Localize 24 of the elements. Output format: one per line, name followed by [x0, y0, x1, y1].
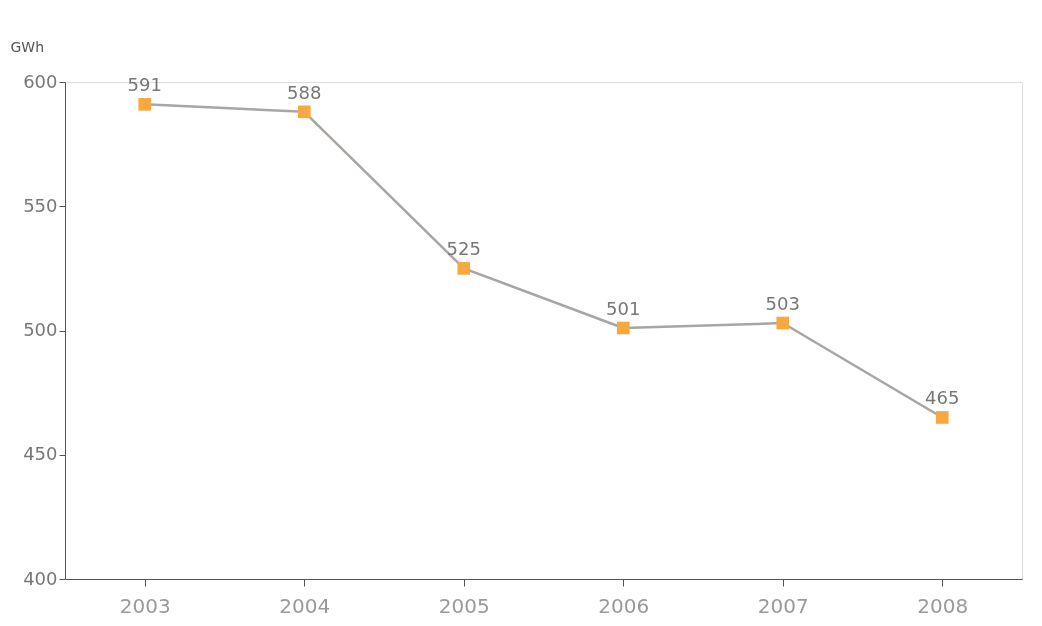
- data-label: 525: [446, 238, 481, 260]
- data-label: 465: [925, 387, 960, 409]
- y-tick-label: 550: [23, 194, 58, 216]
- x-tick-label: 2006: [598, 593, 650, 618]
- point: [457, 262, 471, 275]
- y-axis-title: GWh: [10, 38, 45, 55]
- x-tick-label: 2007: [757, 593, 809, 618]
- x-tick-label: 2003: [119, 593, 171, 618]
- data-label: 501: [606, 298, 641, 320]
- x-tick-label: 2008: [917, 593, 969, 618]
- y-tick-label: 500: [23, 319, 58, 340]
- x-tick-label: 2005: [438, 593, 490, 618]
- point: [935, 411, 949, 424]
- y-tick-label: 600: [23, 70, 58, 92]
- data-label: 591: [127, 74, 162, 96]
- x-tick-label: 2004: [279, 593, 331, 618]
- point: [616, 321, 630, 335]
- point: [297, 105, 311, 119]
- y-tick-label: 450: [23, 443, 58, 465]
- point: [138, 98, 152, 111]
- y-tick-label: 400: [23, 567, 58, 589]
- point: [776, 316, 790, 330]
- data-label: 503: [765, 293, 800, 315]
- data-label: 588: [287, 81, 322, 103]
